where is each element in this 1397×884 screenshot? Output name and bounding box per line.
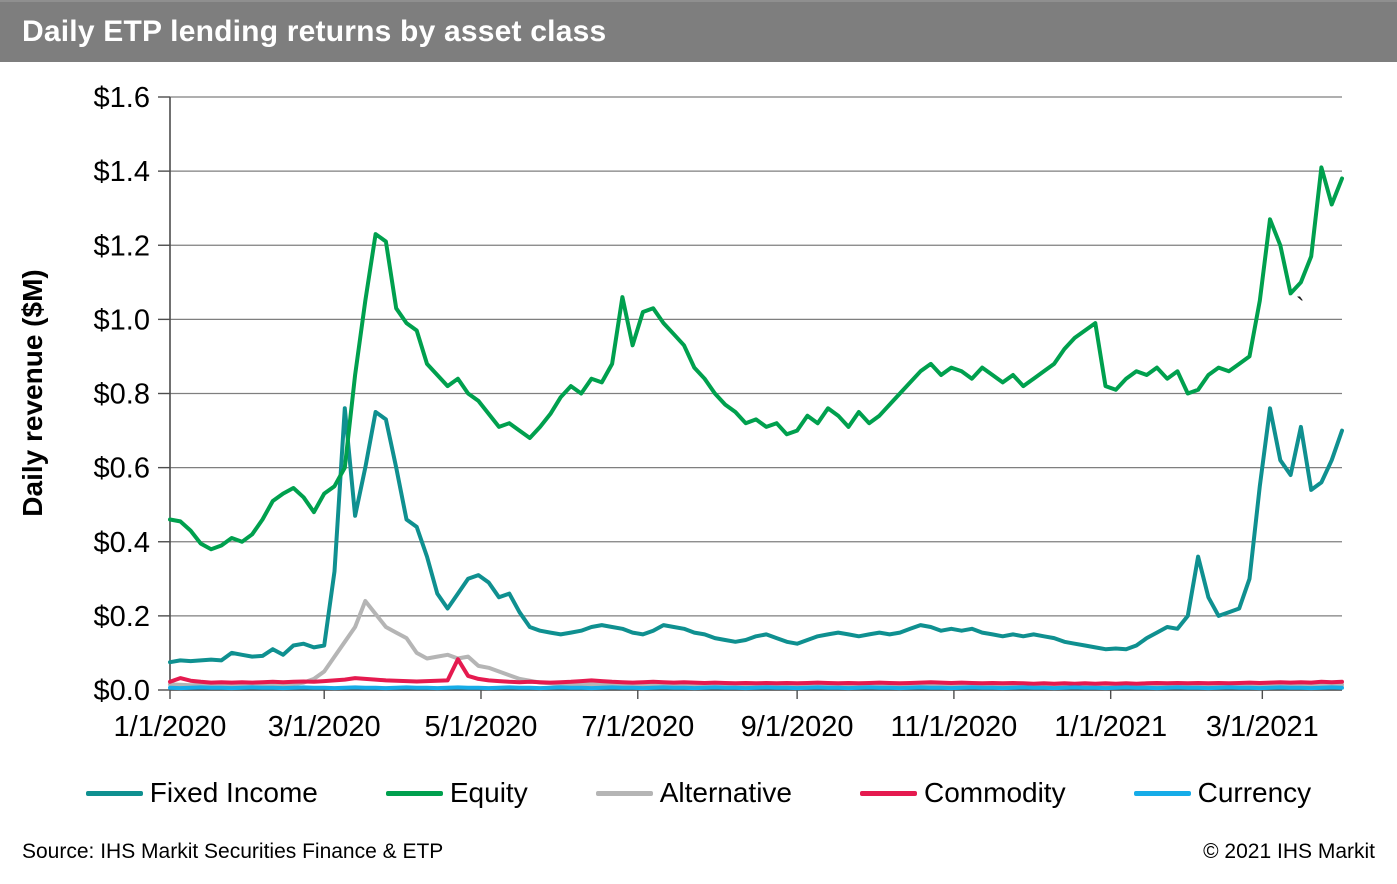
stray-mark: ` (1296, 292, 1305, 322)
legend-label-fixed-income: Fixed Income (149, 777, 318, 808)
legend: Fixed Income Equity Alternative Commodity Cu… (0, 770, 1397, 816)
x-tick-label: 9/1/2020 (741, 711, 854, 743)
footer: Source: IHS Markit Securities Finance & … (22, 840, 1375, 864)
legend-swatch-fixed-income (85, 790, 143, 796)
chart-title: Daily ETP lending returns by asset class (22, 15, 607, 48)
legend-item-commodity: Commodity (860, 777, 1066, 809)
y-tick-label: $0.8 (94, 379, 150, 411)
legend-label-currency: Currency (1197, 777, 1312, 808)
y-tick-label: $0.2 (94, 601, 150, 633)
x-tick-label: 1/1/2020 (114, 711, 227, 743)
legend-swatch-commodity (860, 790, 917, 796)
legend-label-equity: Equity (449, 777, 528, 808)
legend-swatch-alternative (595, 790, 653, 796)
x-tick-label: 1/1/2021 (1054, 711, 1167, 743)
legend-item-fixed-income: Fixed Income (85, 777, 318, 809)
y-tick-label: $0.4 (94, 527, 150, 559)
legend-item-alternative: Alternative (595, 777, 792, 809)
y-tick-label: $0.6 (94, 453, 150, 485)
title-bar: Daily ETP lending returns by asset class (0, 0, 1397, 62)
legend-item-currency: Currency (1133, 777, 1312, 809)
y-axis-title: Daily revenue ($M) (17, 269, 48, 516)
legend-swatch-currency (1133, 790, 1191, 796)
y-tick-label: $1.0 (94, 304, 150, 336)
copyright-text: © 2021 IHS Markit (1203, 840, 1375, 863)
y-tick-label: $1.6 (94, 82, 150, 114)
x-tick-label: 3/1/2020 (268, 711, 381, 743)
series-line-commodity (168, 657, 1344, 686)
x-tick-label: 5/1/2020 (425, 711, 538, 743)
legend-item-equity: Equity (385, 777, 528, 809)
legend-label-commodity: Commodity (924, 777, 1066, 808)
series-line-fixed-income (168, 406, 1344, 665)
series-line-equity (168, 165, 1344, 552)
x-tick-label: 7/1/2020 (581, 711, 694, 743)
legend-label-alternative: Alternative (659, 777, 792, 808)
y-tick-label: $1.2 (94, 230, 150, 262)
series-line-currency (168, 685, 1344, 691)
source-text: Source: IHS Markit Securities Finance & … (22, 840, 444, 863)
legend-swatch-equity (385, 790, 443, 796)
series-line-alternative (168, 599, 1344, 688)
x-tick-label: 3/1/2021 (1206, 711, 1319, 743)
x-tick-label: 11/1/2020 (890, 711, 1017, 743)
y-tick-label: $0.0 (94, 675, 150, 707)
y-tick-label: $1.4 (94, 156, 150, 188)
